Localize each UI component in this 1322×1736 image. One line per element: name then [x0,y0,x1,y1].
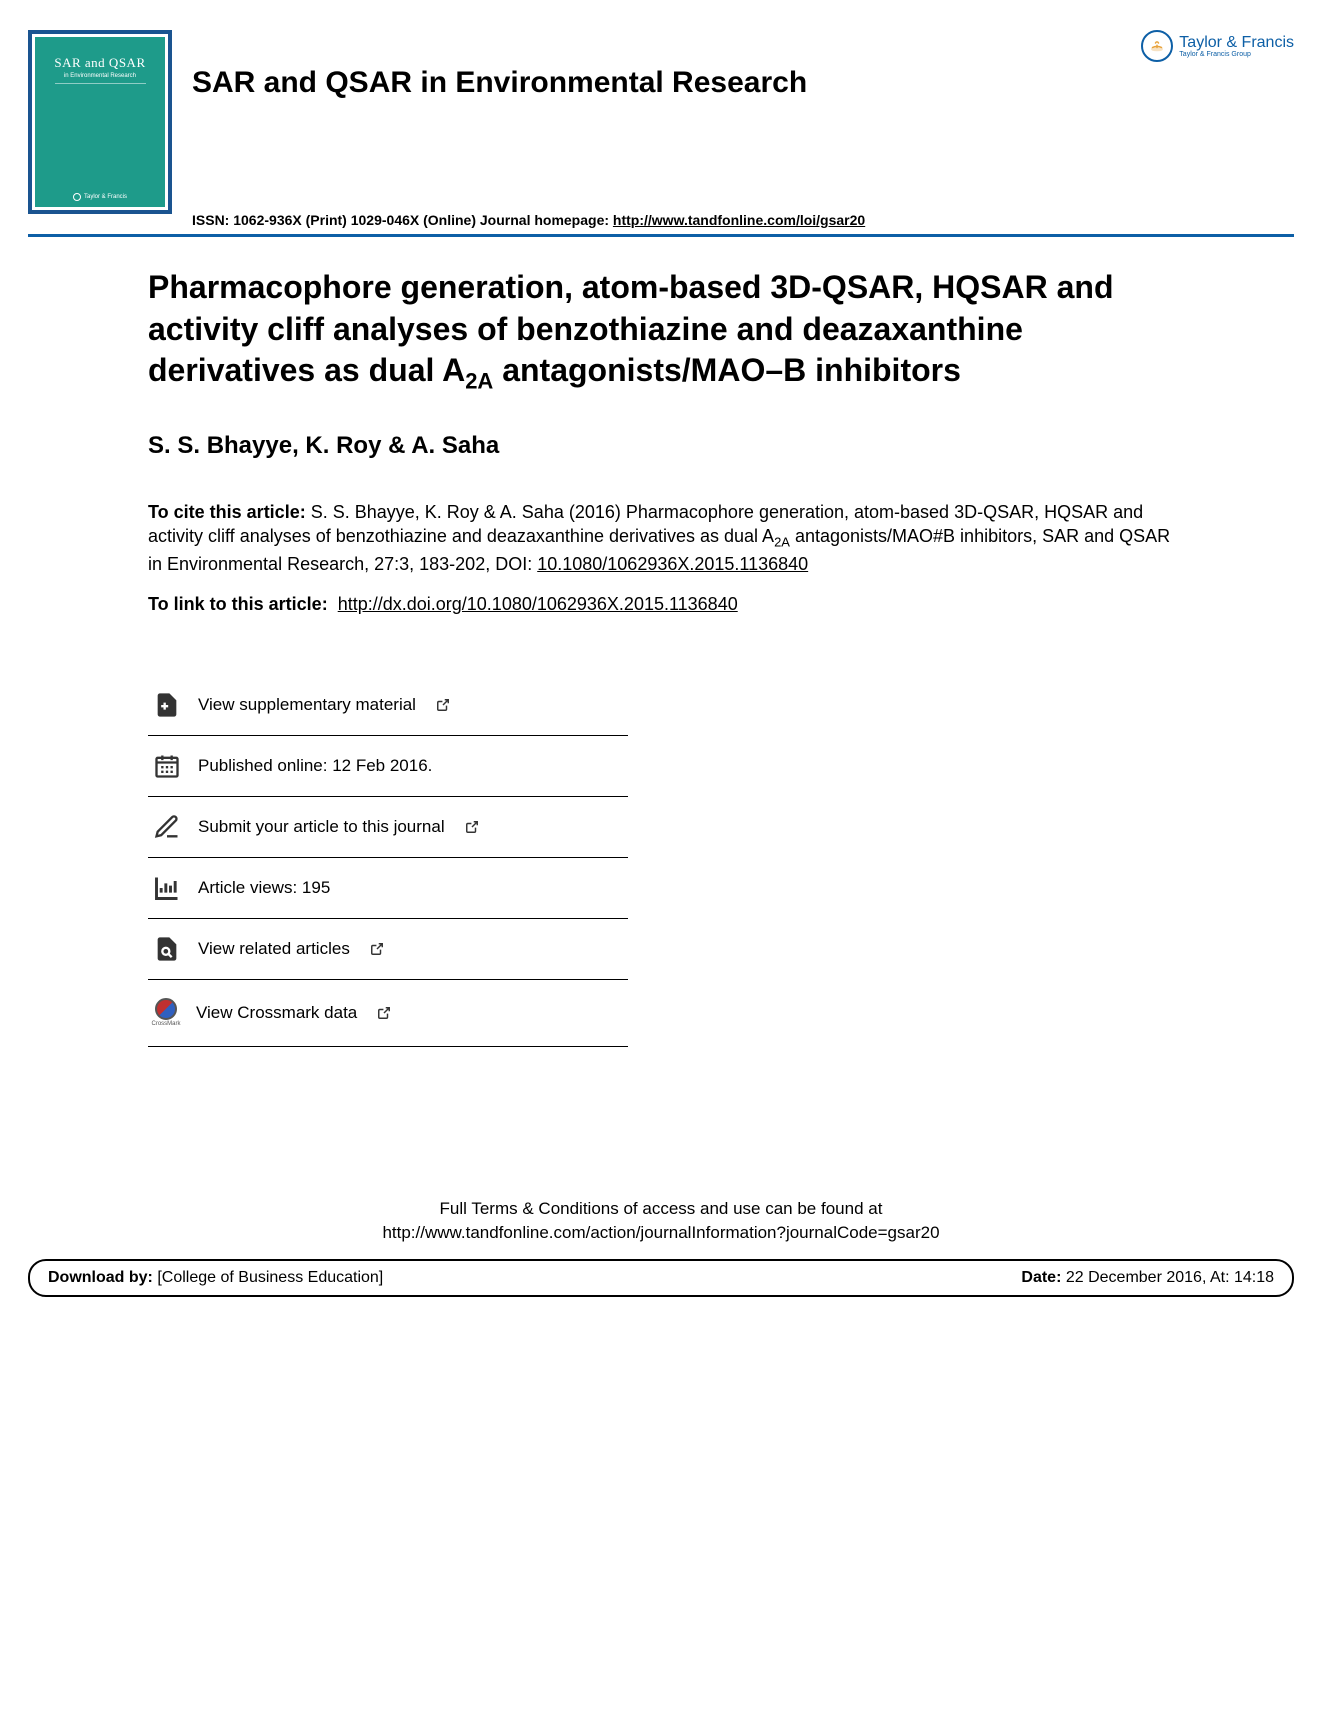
article-doi-url[interactable]: http://dx.doi.org/10.1080/1062936X.2015.… [338,594,738,614]
publisher-group: Taylor & Francis Group [1179,51,1294,58]
external-link-icon [436,698,450,712]
cover-publisher-logo: Taylor & Francis [73,193,127,201]
crossmark-icon: CrossMark [152,996,180,1030]
crossmark-link[interactable]: CrossMark View Crossmark data [148,980,628,1047]
article-views: Article views: 195 [148,858,628,919]
cover-title: SAR and QSAR [54,55,145,71]
journal-cover: SAR and QSAR in Environmental Research T… [28,30,172,214]
search-doc-icon [152,935,182,963]
publisher-name: Taylor & Francis [1179,35,1294,51]
date-label: Date: [1021,1269,1061,1286]
terms-url[interactable]: http://www.tandfonline.com/action/journa… [148,1221,1174,1245]
issn-line: ISSN: 1062-936X (Print) 1029-046X (Onlin… [192,212,1294,228]
file-plus-icon [152,691,182,719]
authors: S. S. Bhayye, K. Roy & A. Saha [148,432,1174,460]
journal-homepage-link[interactable]: http://www.tandfonline.com/loi/gsar20 [613,212,865,228]
external-link-icon [465,820,479,834]
download-by-label: Download by: [48,1269,153,1286]
doi-link[interactable]: 10.1080/1062936X.2015.1136840 [537,554,808,574]
article-title: Pharmacophore generation, atom-based 3D-… [148,267,1174,396]
bar-chart-icon [152,874,182,902]
article-link-line: To link to this article: http://dx.doi.o… [148,594,1174,615]
edit-icon [152,813,182,841]
related-link[interactable]: View related articles [148,919,628,980]
external-link-icon [377,1006,391,1020]
journal-title: SAR and QSAR in Environmental Research [192,66,1294,100]
published-date: Published online: 12 Feb 2016. [148,736,628,797]
supplementary-link[interactable]: View supplementary material [148,675,628,736]
lamp-icon [1141,30,1173,62]
download-footer: Download by: [College of Business Educat… [28,1259,1294,1297]
terms-block: Full Terms & Conditions of access and us… [148,1197,1174,1245]
date-value: 22 December 2016, At: 14:18 [1061,1269,1274,1286]
actions-list: View supplementary material Published on… [148,675,628,1047]
cover-subtitle: in Environmental Research [64,73,136,79]
citation: To cite this article: S. S. Bhayye, K. R… [148,500,1174,576]
download-by-value: [College of Business Education] [153,1269,383,1286]
submit-link[interactable]: Submit your article to this journal [148,797,628,858]
external-link-icon [370,942,384,956]
header: SAR and QSAR in Environmental Research T… [28,30,1294,228]
calendar-icon [152,752,182,780]
publisher-logo[interactable]: Taylor & Francis Taylor & Francis Group [1141,30,1294,62]
